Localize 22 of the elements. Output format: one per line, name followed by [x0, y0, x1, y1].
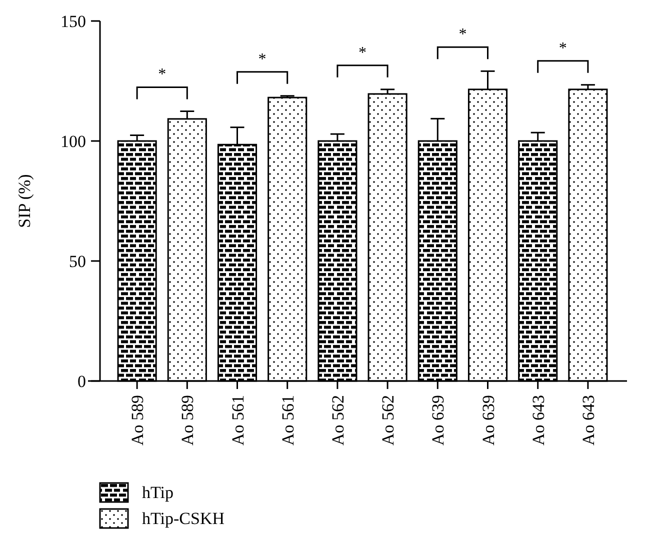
x-tick-label: Ao 561: [278, 395, 298, 446]
x-tick-label: Ao 589: [178, 395, 198, 446]
annotation: *: [258, 50, 266, 68]
y-tick-label: 0: [78, 372, 86, 391]
x-tick-label: Ao 639: [428, 395, 448, 446]
annotation: *: [458, 26, 467, 44]
x-tick-label: Ao 562: [378, 395, 398, 446]
y-tick-label: 150: [60, 12, 86, 31]
x-tick-label: Ao 561: [228, 395, 248, 446]
y-tick-label: 50: [69, 252, 86, 271]
annotation: *: [158, 66, 166, 84]
x-tick-label: Ao 639: [478, 395, 498, 446]
legend-label: hTip-CSKH: [142, 509, 225, 528]
x-tick-label: Ao 589: [128, 395, 148, 446]
x-tick-label: Ao 643: [578, 395, 598, 446]
x-tick-label: Ao 562: [328, 395, 348, 446]
annotation: *: [358, 44, 366, 62]
x-tick-label: Ao 643: [528, 395, 548, 446]
y-tick-label: 100: [60, 132, 86, 151]
legend-label: hTip: [142, 483, 174, 502]
annotation: *: [558, 40, 567, 57]
y-axis-title: SIP (%): [15, 174, 34, 228]
